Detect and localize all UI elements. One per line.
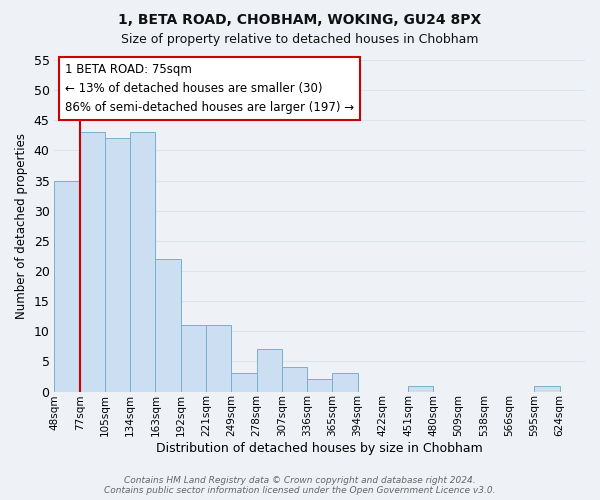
Bar <box>130 132 155 392</box>
Text: 1, BETA ROAD, CHOBHAM, WOKING, GU24 8PX: 1, BETA ROAD, CHOBHAM, WOKING, GU24 8PX <box>118 12 482 26</box>
Bar <box>181 325 206 392</box>
Bar <box>105 138 130 392</box>
Bar <box>80 132 105 392</box>
Bar <box>408 386 433 392</box>
Bar <box>155 259 181 392</box>
Bar <box>55 180 80 392</box>
Bar <box>231 374 257 392</box>
Bar <box>535 386 560 392</box>
Y-axis label: Number of detached properties: Number of detached properties <box>15 133 28 319</box>
Bar <box>307 380 332 392</box>
Text: Size of property relative to detached houses in Chobham: Size of property relative to detached ho… <box>121 32 479 46</box>
Text: 1 BETA ROAD: 75sqm
← 13% of detached houses are smaller (30)
86% of semi-detache: 1 BETA ROAD: 75sqm ← 13% of detached hou… <box>65 64 354 114</box>
Bar <box>282 368 307 392</box>
Bar <box>332 374 358 392</box>
Bar <box>257 350 282 392</box>
X-axis label: Distribution of detached houses by size in Chobham: Distribution of detached houses by size … <box>157 442 483 455</box>
Text: Contains HM Land Registry data © Crown copyright and database right 2024.
Contai: Contains HM Land Registry data © Crown c… <box>104 476 496 495</box>
Bar <box>206 325 231 392</box>
